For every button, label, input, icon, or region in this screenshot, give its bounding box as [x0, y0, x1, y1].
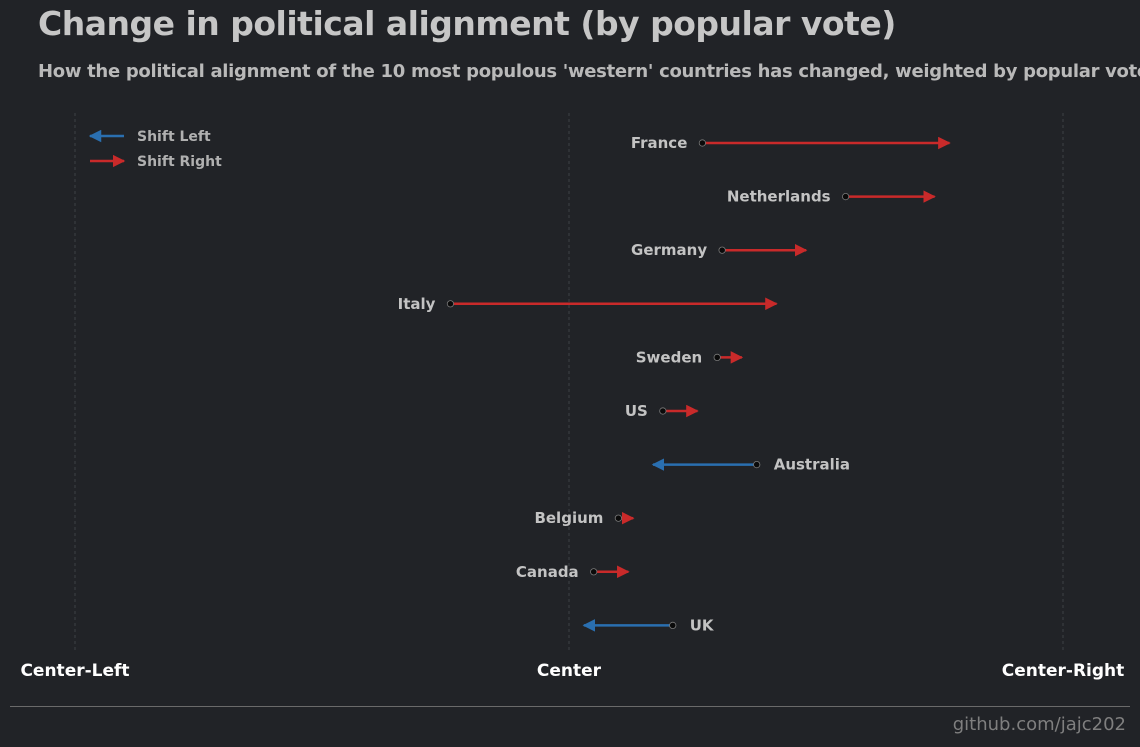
footer-divider — [10, 706, 1130, 707]
country-row: US — [625, 402, 699, 420]
country-label: US — [625, 402, 648, 420]
x-tick-label: Center-Left — [20, 661, 129, 681]
chart-marks: France Netherlands Germany Italy Sweden US Aus… — [398, 134, 951, 634]
start-point — [659, 407, 667, 415]
country-label: Belgium — [534, 509, 603, 527]
country-row: Germany — [631, 241, 808, 259]
credit-link[interactable]: github.com/jajc202 — [952, 714, 1126, 735]
start-point — [753, 460, 761, 469]
country-row: Italy — [398, 295, 778, 313]
country-row: Netherlands — [727, 188, 936, 206]
country-label: Canada — [516, 563, 579, 581]
legend-label: Shift Right — [137, 154, 222, 170]
start-point — [446, 300, 455, 308]
country-row: UK — [582, 616, 715, 634]
chart-subtitle: How the political alignment of the 10 mo… — [38, 61, 1140, 82]
country-label: Sweden — [636, 348, 702, 366]
start-point — [842, 193, 850, 201]
start-point — [713, 353, 721, 361]
legend-label: Shift Left — [137, 129, 211, 145]
start-point — [698, 139, 706, 147]
country-label: UK — [690, 616, 715, 634]
start-point — [718, 246, 726, 254]
x-tick-label: Center-Right — [1002, 661, 1125, 681]
country-row: Canada — [516, 563, 630, 581]
country-label: Germany — [631, 241, 707, 259]
start-point — [590, 568, 598, 576]
start-point — [669, 621, 677, 630]
alignment-chart: Center-Left Center Center-Right Shift Left… — [20, 113, 1124, 681]
country-row: Australia — [651, 456, 850, 474]
country-label: France — [631, 134, 688, 152]
start-point — [614, 514, 623, 522]
country-label: Netherlands — [727, 188, 831, 206]
chart-title: Change in political alignment (by popula… — [38, 4, 896, 43]
country-label: Australia — [774, 456, 850, 474]
country-row: Belgium — [534, 509, 635, 527]
x-tick-label: Center — [537, 661, 602, 681]
x-axis-labels: Center-Left Center Center-Right — [20, 661, 1124, 681]
country-label: Italy — [398, 295, 436, 313]
country-row: France — [631, 134, 951, 152]
legend: Shift Left Shift Right — [88, 129, 222, 170]
country-row: Sweden — [636, 348, 744, 366]
